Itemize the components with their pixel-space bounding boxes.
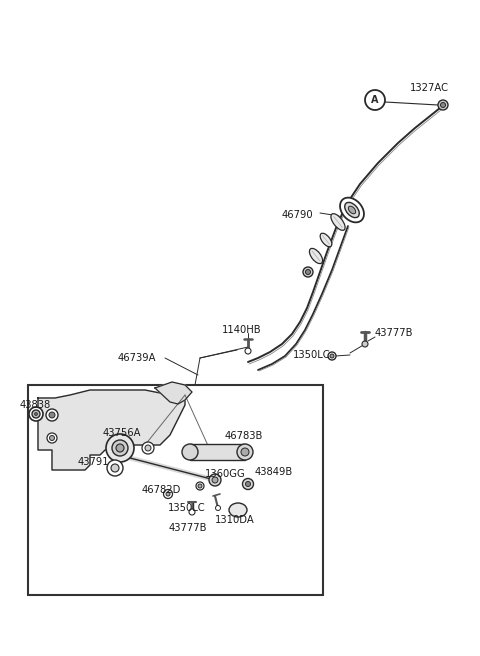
Text: 1350LC: 1350LC	[293, 350, 331, 360]
Circle shape	[209, 474, 221, 486]
Ellipse shape	[310, 249, 323, 264]
Text: 46739A: 46739A	[118, 353, 156, 363]
Ellipse shape	[345, 202, 359, 218]
Circle shape	[237, 444, 253, 460]
Circle shape	[328, 352, 336, 360]
Circle shape	[116, 444, 124, 452]
Text: 1360GG: 1360GG	[205, 469, 246, 479]
Text: 43849B: 43849B	[255, 467, 293, 477]
Text: 46782D: 46782D	[142, 485, 181, 495]
Circle shape	[305, 270, 311, 274]
Text: 43838: 43838	[20, 400, 51, 410]
Polygon shape	[155, 382, 192, 404]
Circle shape	[106, 434, 134, 462]
Circle shape	[47, 433, 57, 443]
Circle shape	[212, 477, 218, 483]
Circle shape	[189, 509, 195, 515]
Text: 1327AC: 1327AC	[410, 83, 449, 93]
Polygon shape	[38, 390, 185, 470]
Text: 43777B: 43777B	[375, 328, 413, 338]
Circle shape	[164, 489, 172, 499]
Circle shape	[362, 341, 368, 347]
Circle shape	[112, 440, 128, 456]
Circle shape	[245, 482, 251, 487]
Bar	[190, 444, 245, 460]
Circle shape	[242, 478, 253, 489]
Text: 43777B: 43777B	[169, 523, 207, 533]
Circle shape	[441, 102, 445, 108]
Circle shape	[182, 444, 198, 460]
Ellipse shape	[320, 234, 332, 247]
Circle shape	[145, 445, 151, 451]
Circle shape	[32, 410, 40, 418]
Circle shape	[198, 484, 202, 488]
Circle shape	[196, 482, 204, 490]
Circle shape	[438, 100, 448, 110]
Ellipse shape	[340, 197, 364, 222]
Text: 46783B: 46783B	[225, 431, 264, 441]
Text: 1140HB: 1140HB	[222, 325, 262, 335]
Circle shape	[330, 354, 334, 358]
Ellipse shape	[348, 206, 356, 214]
Circle shape	[241, 448, 249, 456]
Ellipse shape	[229, 503, 247, 517]
Text: 43791: 43791	[78, 457, 109, 467]
Text: 46790: 46790	[282, 210, 313, 220]
Ellipse shape	[331, 214, 345, 230]
Circle shape	[245, 348, 251, 354]
Circle shape	[166, 492, 170, 496]
Circle shape	[111, 464, 119, 472]
Circle shape	[107, 460, 123, 476]
Circle shape	[49, 436, 55, 440]
Text: 1350LC: 1350LC	[168, 503, 205, 513]
Circle shape	[303, 267, 313, 277]
Text: 43756A: 43756A	[103, 428, 142, 438]
Circle shape	[35, 413, 37, 415]
Circle shape	[29, 407, 43, 421]
Text: 1310DA: 1310DA	[215, 515, 255, 525]
Bar	[28, 385, 323, 595]
Circle shape	[49, 412, 55, 418]
Text: A: A	[371, 95, 379, 105]
Circle shape	[46, 409, 58, 421]
Circle shape	[142, 442, 154, 454]
Circle shape	[216, 506, 220, 510]
